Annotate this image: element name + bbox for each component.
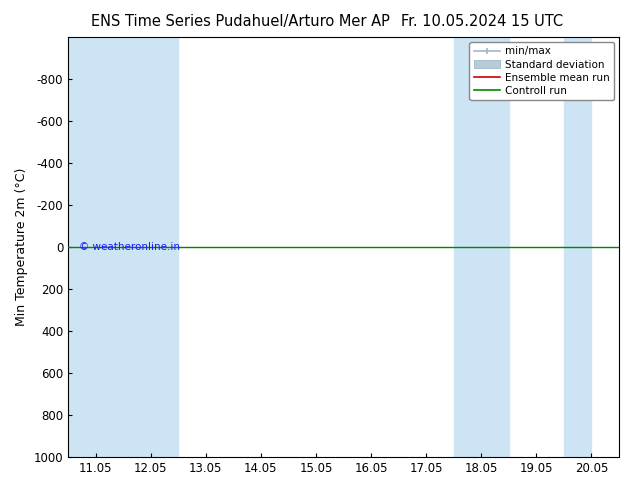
Bar	[564, 37, 592, 457]
Text: © weatheronline.in: © weatheronline.in	[79, 242, 180, 252]
Text: ENS Time Series Pudahuel/Arturo Mer AP: ENS Time Series Pudahuel/Arturo Mer AP	[91, 14, 391, 29]
Bar	[454, 37, 509, 457]
Bar	[68, 37, 178, 457]
Legend: min/max, Standard deviation, Ensemble mean run, Controll run: min/max, Standard deviation, Ensemble me…	[469, 42, 614, 100]
Y-axis label: Min Temperature 2m (°C): Min Temperature 2m (°C)	[15, 168, 28, 326]
Text: Fr. 10.05.2024 15 UTC: Fr. 10.05.2024 15 UTC	[401, 14, 563, 29]
